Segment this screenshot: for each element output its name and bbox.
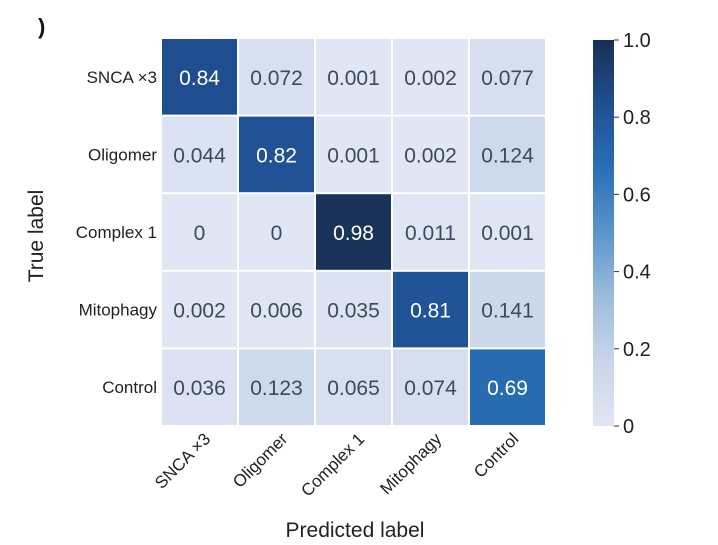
heatmap-cell — [162, 349, 237, 425]
heatmap-cell-label: 0.001 — [481, 222, 534, 245]
y-tick-labels: SNCA ×3 Oligomer Complex 1 Mitophagy Control — [76, 68, 158, 397]
heatmap-cell — [239, 116, 314, 193]
colorbar-tick-label: 0.4 — [623, 262, 651, 284]
heatmap-cell — [470, 194, 545, 270]
heatmap-cell-label: 0.124 — [481, 144, 534, 167]
heatmap-cell-label: 0.065 — [327, 377, 380, 400]
panel-label: ) — [38, 14, 46, 39]
heatmap-cell — [239, 194, 314, 270]
heatmap-cells — [162, 39, 545, 425]
heatmap-cell-label: 0.001 — [327, 144, 380, 167]
heatmap-cell-label: 0.84 — [179, 67, 220, 90]
colorbar-tick-label: 1.0 — [623, 30, 651, 52]
heatmap-cell-label: 0.006 — [250, 300, 303, 323]
heatmap-cell — [316, 349, 391, 425]
heatmap-cell — [393, 349, 468, 425]
x-tick-label: Mitophagy — [376, 429, 445, 498]
heatmap-cell — [316, 194, 391, 270]
heatmap-cell — [239, 271, 314, 348]
y-axis-label: True label — [25, 190, 48, 283]
x-tick-label: SNCA ×3 — [151, 429, 214, 492]
heatmap-cell-label: 0.074 — [404, 377, 457, 400]
colorbar-tick-label: 0 — [623, 416, 634, 438]
heatmap-cell — [316, 116, 391, 193]
heatmap-cell-label: 0.072 — [250, 67, 303, 90]
heatmap-cell-labels: 0.84 0.072 0.001 0.002 0.077 0.044 0.82 0.001 0.… — [173, 67, 534, 400]
heatmap-cell-label: 0.002 — [404, 144, 457, 167]
heatmap-cell-label: 0 — [194, 222, 206, 245]
heatmap-cell — [393, 194, 468, 270]
heatmap-cell-label: 0.141 — [481, 300, 534, 323]
y-tick-label: Complex 1 — [76, 223, 157, 242]
heatmap-cell-label: 0.001 — [327, 67, 380, 90]
y-tick-label: Control — [102, 378, 157, 397]
heatmap-cell-label: 0 — [271, 222, 283, 245]
heatmap-cell — [162, 194, 237, 270]
colorbar: 0 0.2 0.4 0.6 0.8 1.0 — [593, 30, 651, 438]
colorbar-gradient — [593, 40, 614, 426]
heatmap-cell-label: 0.002 — [173, 300, 226, 323]
heatmap-cell — [316, 39, 391, 115]
heatmap-cell-label: 0.035 — [327, 300, 380, 323]
heatmap-cell — [470, 349, 545, 425]
heatmap-cell — [162, 271, 237, 348]
heatmap-cell — [393, 116, 468, 193]
colorbar-tick-label: 0.2 — [623, 339, 651, 361]
x-tick-label: Oligomer — [229, 429, 291, 491]
heatmap-cell-label: 0.044 — [173, 144, 226, 167]
heatmap-cell-label: 0.011 — [405, 222, 456, 245]
heatmap-cell — [470, 116, 545, 193]
heatmap-cell-label: 0.036 — [173, 377, 226, 400]
heatmap-cell — [239, 349, 314, 425]
heatmap-cell — [470, 271, 545, 348]
heatmap-cell — [316, 271, 391, 348]
heatmap-cell — [393, 39, 468, 115]
heatmap-cell — [162, 39, 237, 115]
colorbar-tick-label: 0.6 — [623, 184, 651, 206]
colorbar-ticks: 0 0.2 0.4 0.6 0.8 1.0 — [614, 30, 651, 438]
x-tick-label: Complex 1 — [297, 429, 368, 500]
x-tick-labels: SNCA ×3 Oligomer Complex 1 Mitophagy Control — [151, 429, 522, 500]
y-tick-label: Mitophagy — [79, 301, 158, 320]
y-tick-label: SNCA ×3 — [87, 68, 157, 87]
heatmap-cell — [239, 39, 314, 115]
heatmap-cell — [470, 39, 545, 115]
heatmap-cell-label: 0.123 — [250, 377, 303, 400]
heatmap-cell-label: 0.82 — [256, 144, 297, 167]
heatmap-cell-label: 0.69 — [487, 377, 528, 400]
heatmap-cell — [162, 116, 237, 193]
colorbar-tick-label: 0.8 — [623, 107, 651, 129]
x-tick-label: Control — [470, 429, 522, 481]
heatmap-cell-label: 0.002 — [404, 67, 457, 90]
heatmap-cell-label: 0.077 — [481, 67, 534, 90]
y-tick-label: Oligomer — [88, 145, 157, 164]
heatmap-cell-label: 0.81 — [410, 300, 451, 323]
x-axis-label: Predicted label — [286, 519, 425, 542]
heatmap-cell — [393, 271, 468, 348]
heatmap-cell-label: 0.98 — [333, 222, 374, 245]
